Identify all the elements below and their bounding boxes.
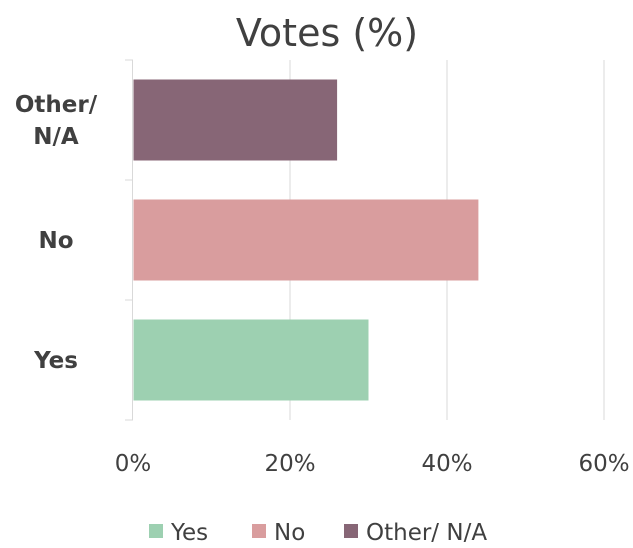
legend-label: No (274, 520, 305, 546)
bars (133, 79, 479, 401)
x-tick-label: 20% (264, 451, 315, 477)
legend-swatch (344, 524, 358, 538)
x-tick-labels: 0% 20% 40% 60% (115, 451, 630, 477)
legend-label: Yes (170, 520, 208, 546)
y-axis (125, 59, 133, 421)
chart-title: Votes (%) (236, 11, 418, 55)
legend-swatch (252, 524, 266, 538)
legend-item: No (252, 520, 305, 546)
x-tick-label: 60% (578, 451, 629, 477)
legend-item: Other/ N/A (344, 520, 487, 546)
bar-other-n-a (133, 79, 338, 161)
x-tick-label: 0% (115, 451, 152, 477)
legend: Yes No Other/ N/A (149, 520, 487, 546)
category-labels: Yes No Other/N/A (15, 92, 98, 374)
x-tick-label: 40% (421, 451, 472, 477)
bar-yes (133, 319, 369, 401)
category-label: Other/N/A (15, 92, 98, 150)
category-label: No (38, 228, 73, 254)
legend-item: Yes (149, 520, 208, 546)
category-label: Yes (33, 348, 78, 374)
legend-swatch (149, 524, 163, 538)
bar-no (133, 199, 479, 281)
legend-label: Other/ N/A (366, 520, 487, 546)
